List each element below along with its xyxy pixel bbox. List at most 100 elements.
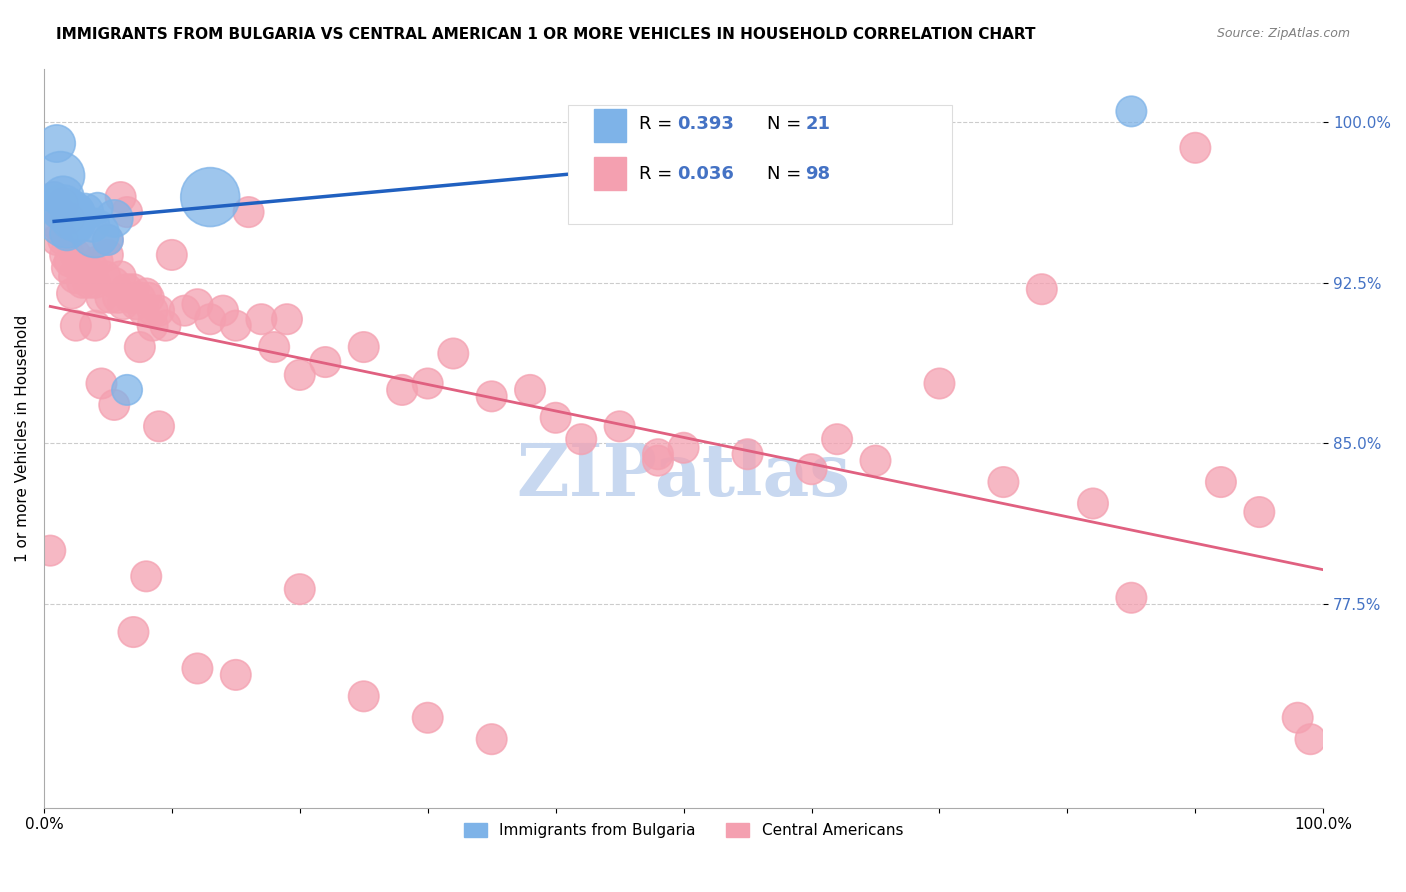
Point xyxy=(928,376,950,391)
Bar xyxy=(593,157,626,191)
Point xyxy=(148,303,170,318)
Point xyxy=(276,312,298,326)
Point xyxy=(107,291,129,305)
Point xyxy=(122,625,145,640)
Point xyxy=(122,282,145,296)
Point xyxy=(72,260,94,275)
Point xyxy=(45,218,67,232)
Point xyxy=(52,196,75,211)
Point xyxy=(103,276,125,290)
Point xyxy=(186,661,208,675)
Point xyxy=(544,410,567,425)
Point xyxy=(72,211,94,226)
Point xyxy=(647,447,669,461)
Point xyxy=(65,218,87,232)
Point xyxy=(135,286,157,301)
Point xyxy=(84,318,107,333)
Point xyxy=(42,190,65,204)
Point xyxy=(288,582,311,597)
Point xyxy=(100,291,122,305)
Point xyxy=(73,205,96,219)
Point xyxy=(200,312,222,326)
Point xyxy=(58,211,80,226)
Point xyxy=(1286,711,1309,725)
Point xyxy=(238,205,260,219)
Text: N =: N = xyxy=(766,165,807,183)
Point xyxy=(225,668,247,682)
Point xyxy=(77,269,100,284)
Point xyxy=(65,318,87,333)
Point xyxy=(128,291,150,305)
Text: N =: N = xyxy=(766,115,807,133)
Point xyxy=(97,233,120,247)
Point xyxy=(120,291,142,305)
Point xyxy=(672,441,695,455)
Text: R =: R = xyxy=(638,165,678,183)
Point xyxy=(481,732,503,747)
Point xyxy=(1249,505,1271,519)
Point xyxy=(250,312,273,326)
Point xyxy=(52,201,75,215)
Point xyxy=(77,276,100,290)
FancyBboxPatch shape xyxy=(568,105,952,224)
Point xyxy=(173,303,195,318)
Point xyxy=(45,233,67,247)
Point xyxy=(56,248,79,262)
Point xyxy=(1081,496,1104,510)
Point xyxy=(86,201,108,215)
Point xyxy=(94,269,117,284)
Point xyxy=(90,376,112,391)
Point xyxy=(103,398,125,412)
Point xyxy=(1209,475,1232,489)
Point xyxy=(569,432,592,446)
Point xyxy=(97,248,120,262)
Point xyxy=(800,462,823,476)
Point xyxy=(49,169,72,183)
Point xyxy=(263,340,285,354)
Text: 21: 21 xyxy=(806,115,830,133)
Point xyxy=(1031,282,1053,296)
Point xyxy=(82,260,104,275)
Point xyxy=(481,389,503,403)
Point xyxy=(314,355,336,369)
Bar xyxy=(593,109,626,143)
Text: IMMIGRANTS FROM BULGARIA VS CENTRAL AMERICAN 1 OR MORE VEHICLES IN HOUSEHOLD COR: IMMIGRANTS FROM BULGARIA VS CENTRAL AMER… xyxy=(56,27,1036,42)
Text: 0.036: 0.036 xyxy=(678,165,734,183)
Point xyxy=(52,233,75,247)
Point xyxy=(200,190,222,204)
Text: R =: R = xyxy=(638,115,678,133)
Point xyxy=(65,269,87,284)
Point xyxy=(84,227,107,241)
Point xyxy=(155,318,177,333)
Point xyxy=(58,254,80,268)
Point xyxy=(825,432,848,446)
Point xyxy=(441,346,464,360)
Point xyxy=(82,218,104,232)
Point xyxy=(45,136,67,151)
Point xyxy=(60,211,83,226)
Point xyxy=(112,297,135,311)
Y-axis label: 1 or more Vehicles in Household: 1 or more Vehicles in Household xyxy=(15,315,30,562)
Point xyxy=(519,383,541,397)
Point xyxy=(160,248,183,262)
Point xyxy=(86,254,108,268)
Point xyxy=(1121,591,1143,605)
Point xyxy=(110,269,132,284)
Point xyxy=(609,419,631,434)
Point xyxy=(65,248,87,262)
Point xyxy=(58,201,80,215)
Point xyxy=(115,282,138,296)
Point xyxy=(186,297,208,311)
Point xyxy=(138,291,160,305)
Point xyxy=(97,233,120,247)
Point xyxy=(56,227,79,241)
Point xyxy=(60,286,83,301)
Point xyxy=(84,276,107,290)
Point xyxy=(132,303,155,318)
Point xyxy=(56,211,79,226)
Text: 98: 98 xyxy=(806,165,831,183)
Point xyxy=(416,711,439,725)
Text: Source: ZipAtlas.com: Source: ZipAtlas.com xyxy=(1216,27,1350,40)
Point xyxy=(416,376,439,391)
Point xyxy=(142,303,165,318)
